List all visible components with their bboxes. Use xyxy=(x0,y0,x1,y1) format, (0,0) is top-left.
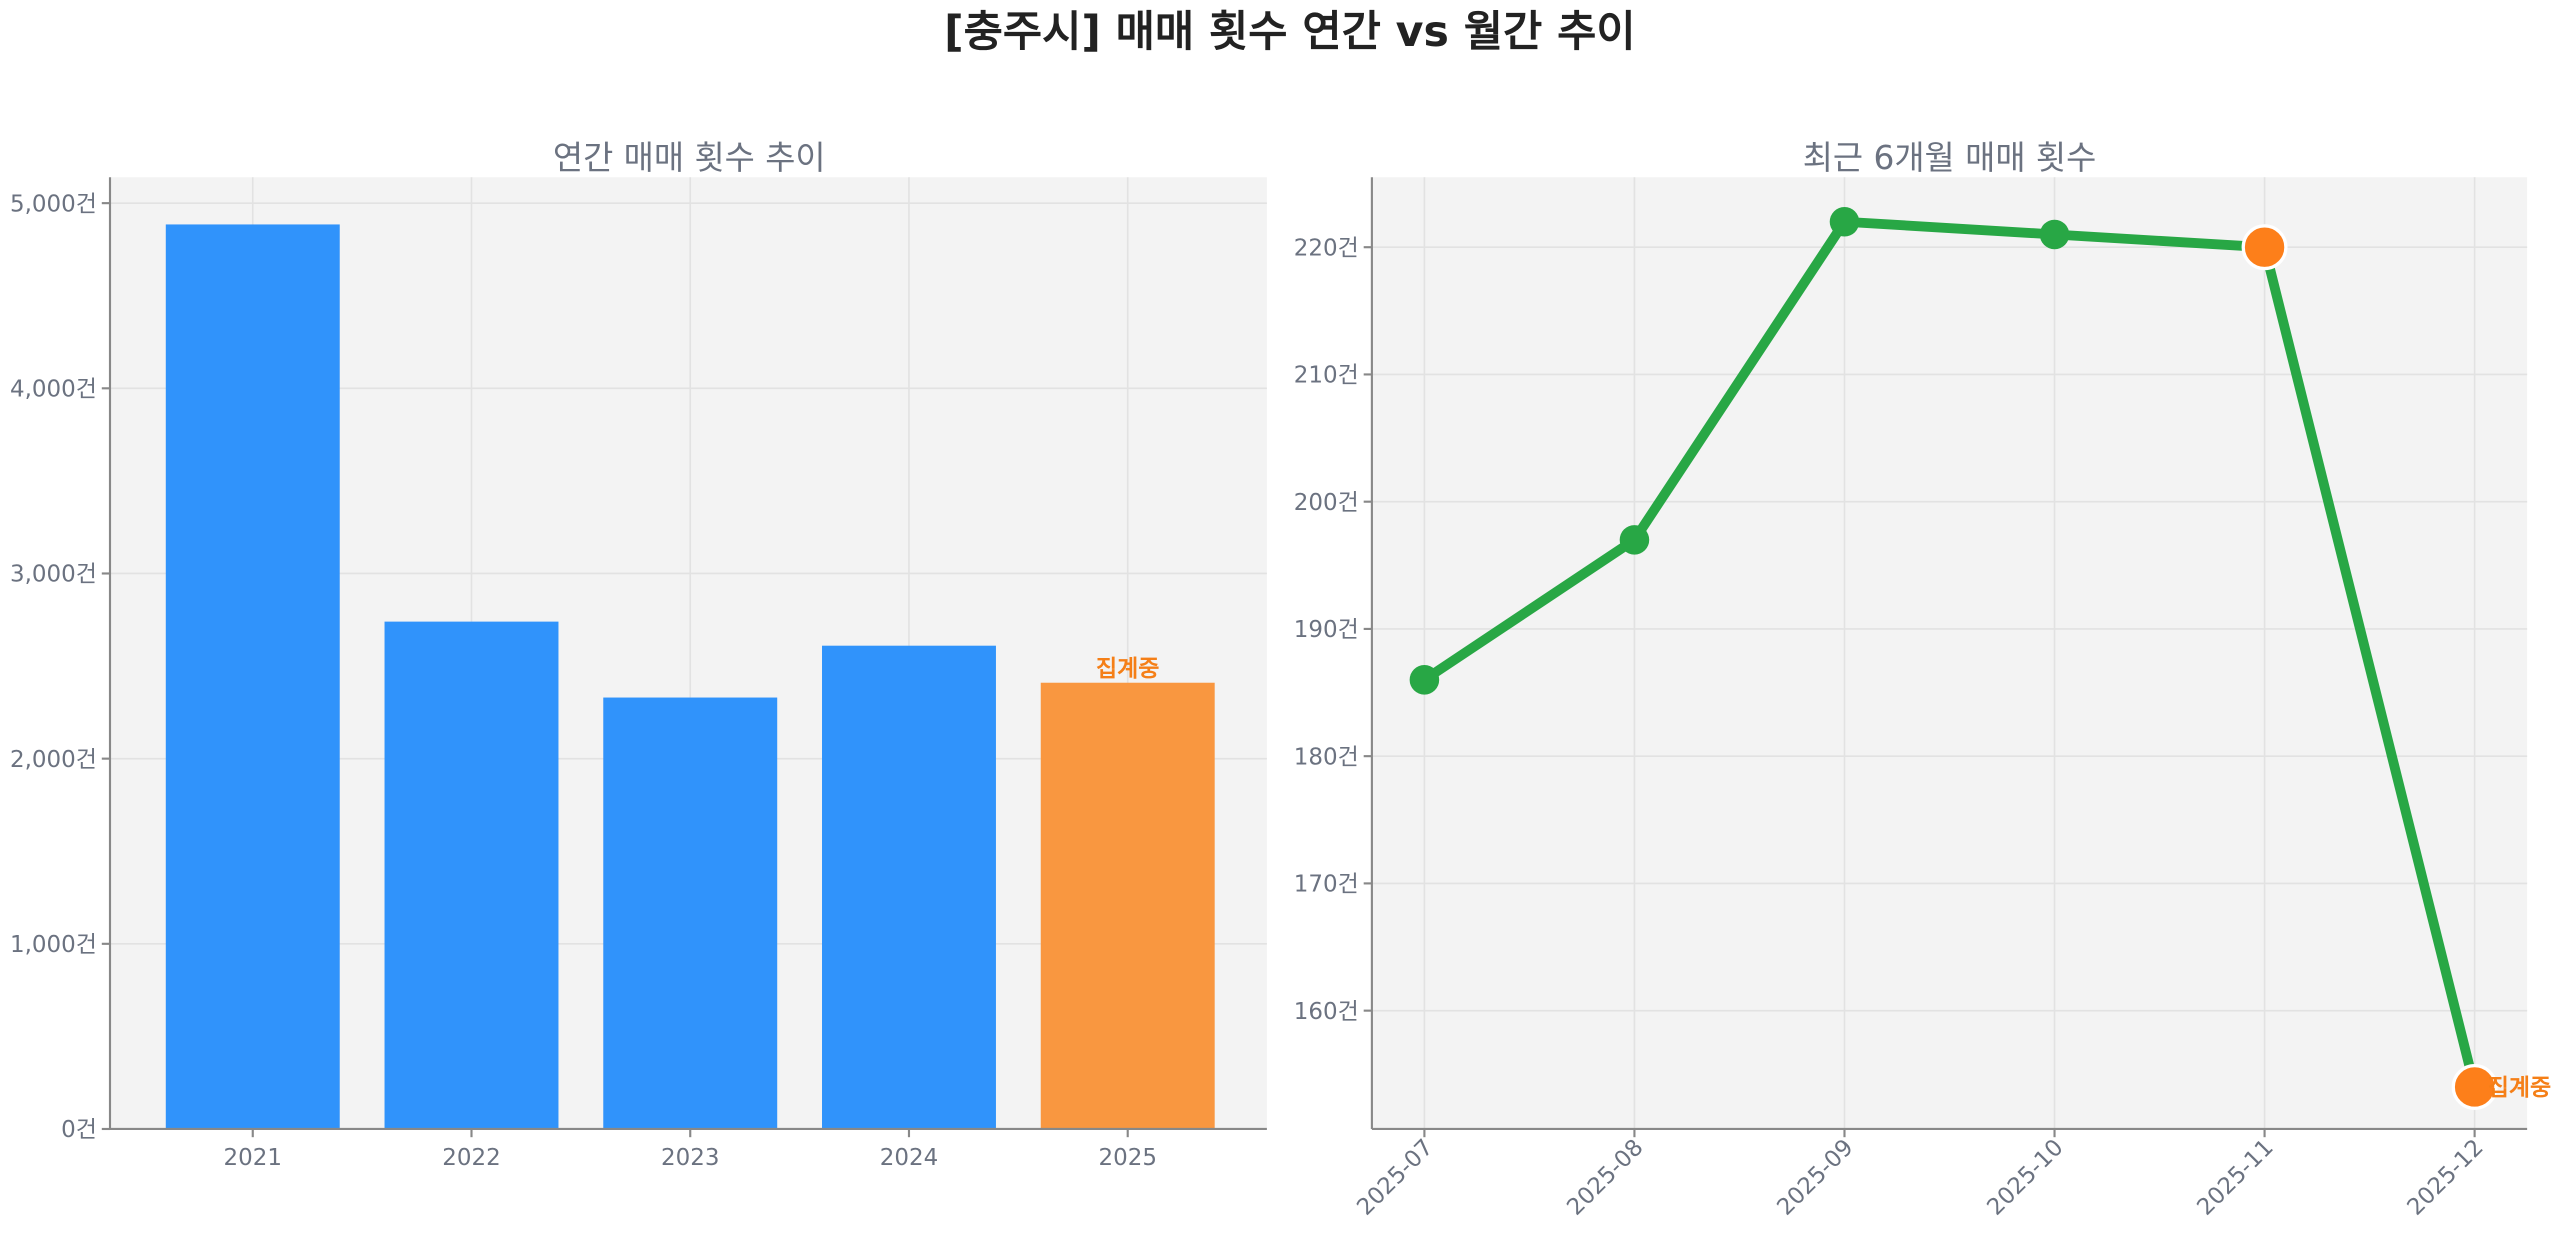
y-tick-label: 160건 xyxy=(1294,999,1359,1025)
bar-2022 xyxy=(384,621,559,1129)
bar-2024 xyxy=(822,645,996,1129)
x-tick-label: 2023 xyxy=(661,1145,719,1171)
y-tick-label: 210건 xyxy=(1294,363,1359,389)
data-point-2025-10 xyxy=(2039,219,2070,250)
x-tick-label: 2025-08 xyxy=(1562,1135,1648,1221)
data-point-2025-07 xyxy=(1409,665,1440,695)
x-tick-label: 2025-09 xyxy=(1772,1135,1858,1221)
figure-title: [충주시] 매매 횟수 연간 vs 월간 추이 xyxy=(944,7,1635,57)
y-tick-label: 200건 xyxy=(1294,490,1359,516)
data-point-2025-08 xyxy=(1619,525,1650,555)
chart-title: 연간 매매 횟수 추이 xyxy=(553,139,826,177)
highlight-point-2025-12 xyxy=(2451,1064,2498,1110)
monthly-line-chart: 최근 6개월 매매 횟수 160건 170건 180건 190건 200건 210건 220… xyxy=(1294,139,2551,1221)
y-tick-label: 170건 xyxy=(1294,872,1359,898)
x-tick-label: 2025-12 xyxy=(2402,1135,2488,1221)
plot-background xyxy=(1371,177,2528,1129)
y-tick-label: 3,000건 xyxy=(10,562,97,588)
y-tick-label: 190건 xyxy=(1294,617,1359,643)
y-tick-label: 220건 xyxy=(1294,235,1359,261)
x-tick-label: 2025-11 xyxy=(2192,1135,2278,1221)
chart-title: 최근 6개월 매매 횟수 xyxy=(1803,139,2097,177)
point-annotation: 집계중 xyxy=(2488,1075,2551,1101)
y-tick-label: 0건 xyxy=(61,1117,97,1143)
highlight-point-2025-11 xyxy=(2241,224,2288,271)
y-tick-label: 4,000건 xyxy=(10,377,97,403)
x-tick-label: 2021 xyxy=(224,1145,282,1171)
x-tick-label: 2025-07 xyxy=(1352,1135,1438,1221)
x-tick-label: 2024 xyxy=(880,1145,938,1171)
y-tick-label: 2,000건 xyxy=(10,747,97,773)
y-tick-label: 5,000건 xyxy=(10,191,97,217)
annual-bar-chart: 연간 매매 횟수 추이 0건 1,000건 2,000건 3,000건 4,000건 5,… xyxy=(10,139,1267,1171)
y-tick-label: 1,000건 xyxy=(10,932,97,958)
bar-annotation: 집계중 xyxy=(1096,656,1159,682)
bar-2023 xyxy=(603,697,778,1129)
bar-2025 xyxy=(1040,682,1215,1129)
bar-2021 xyxy=(165,224,340,1129)
data-point-2025-09 xyxy=(1829,206,1860,237)
x-tick-label: 2025 xyxy=(1098,1145,1156,1171)
x-tick-label: 2025-10 xyxy=(1982,1135,2068,1221)
series-line xyxy=(1421,216,2480,1089)
x-tick-label: 2022 xyxy=(442,1145,500,1171)
y-tick-label: 180건 xyxy=(1294,744,1359,770)
